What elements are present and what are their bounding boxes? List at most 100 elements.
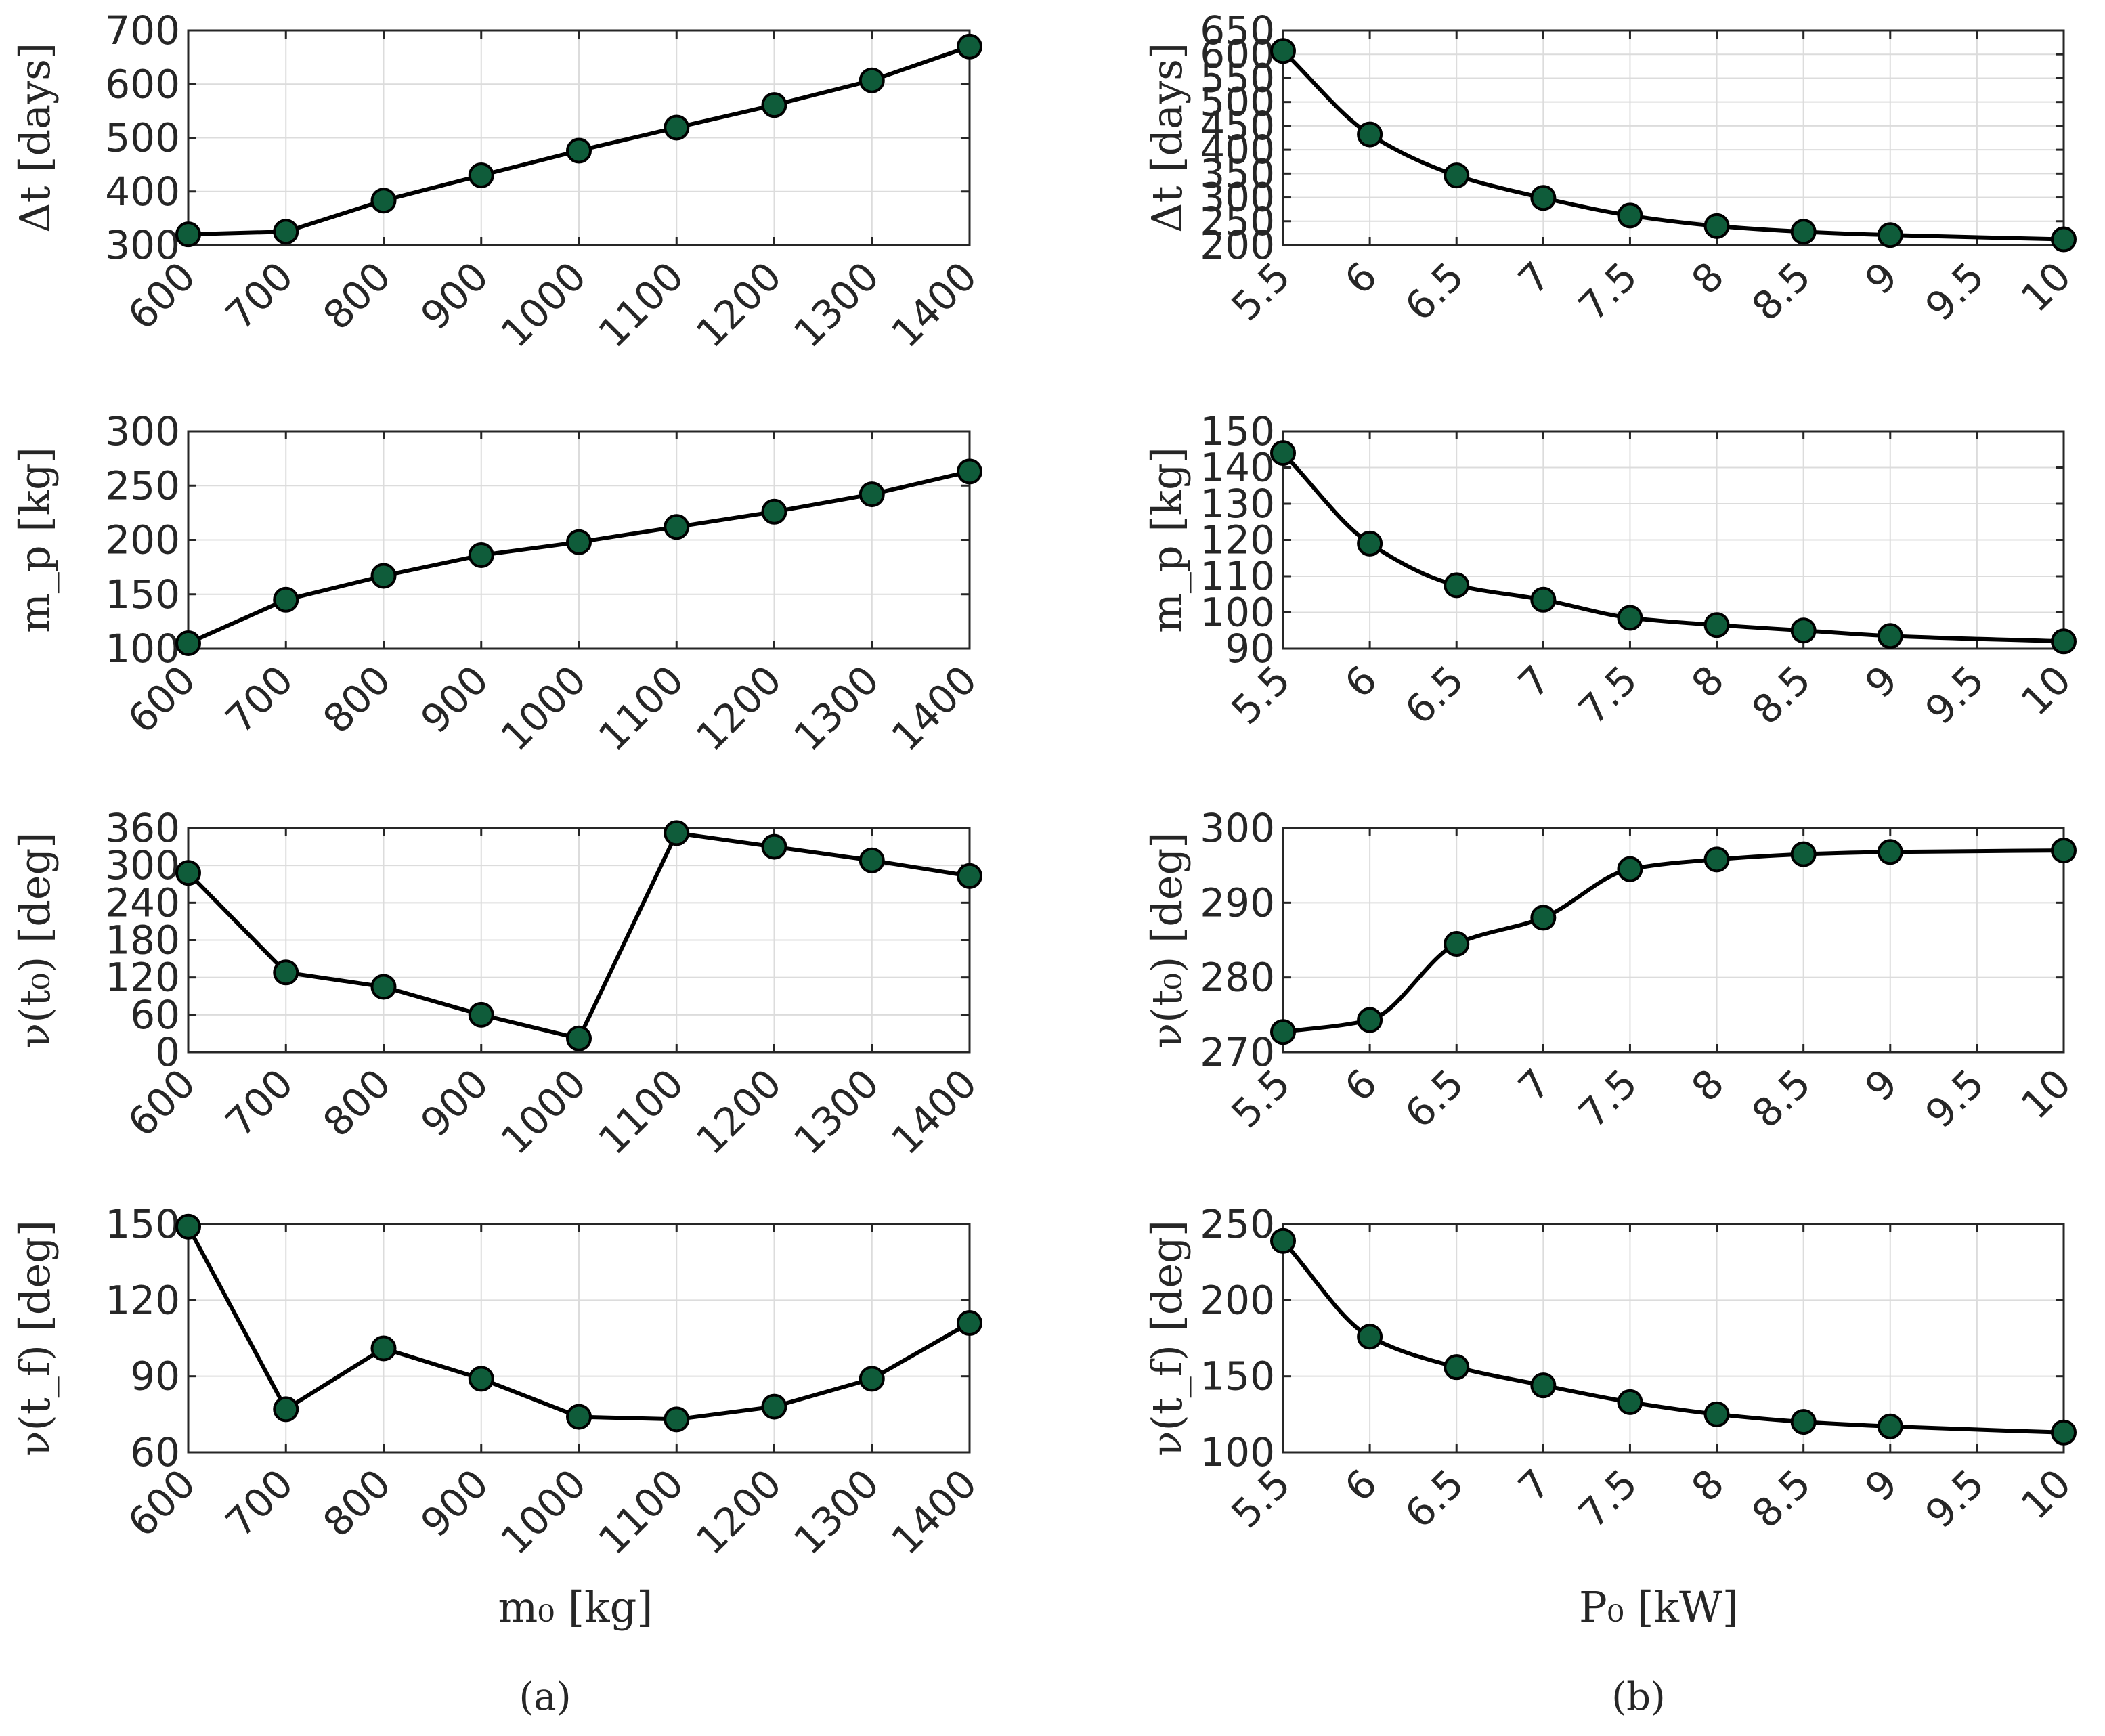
x-tick-label: 1200 [687, 1060, 790, 1163]
data-point [1703, 1401, 1730, 1427]
data-point [273, 586, 299, 613]
x-tick-label: 1400 [882, 1460, 985, 1563]
x-tick-label: 1100 [590, 657, 693, 760]
data-point [761, 498, 787, 525]
axes-box [1282, 1223, 2065, 1454]
x-tick-label: 7.5 [1569, 657, 1646, 733]
data-point [1444, 572, 1470, 599]
x-tick-label: 1300 [785, 1460, 888, 1563]
y-axis-label: ν(t_f) [deg] [10, 1220, 60, 1456]
x-tick-label: 1400 [882, 1060, 985, 1163]
data-point [2051, 838, 2077, 864]
x-tick-label: 8.5 [1743, 1060, 1819, 1137]
y-tick-label: 150 [1200, 1353, 1275, 1399]
data-point [175, 1213, 201, 1240]
x-tick-label: 900 [412, 253, 497, 339]
chart-b4: 5.5 6 6.5 7 7.5 8 8.5 9 9.5 10100150200250ν(t_f) … [1142, 1201, 2080, 1537]
x-tick-label: 900 [412, 1460, 497, 1546]
y-tick-label: 280 [1200, 955, 1275, 1001]
data-point [468, 162, 494, 188]
xlabel-column-a: m₀ [kg] [498, 1582, 653, 1632]
data-point [1270, 440, 1296, 466]
x-tick-label: 8.5 [1743, 1460, 1819, 1537]
x-tick-label: 8 [1683, 1460, 1733, 1511]
data-point [175, 221, 201, 248]
y-tick-label: 400 [105, 169, 180, 215]
x-tick-label: 9 [1856, 657, 1906, 707]
y-tick-label: 450 [1200, 103, 1275, 149]
chart-a3: 600 700 800 9001000110012001300140006012018… [10, 805, 986, 1163]
y-tick-label: 60 [130, 1429, 180, 1475]
data-point [1444, 162, 1470, 189]
data-point [1357, 530, 1383, 557]
x-tick-label: 9.5 [1916, 1460, 1993, 1537]
data-point [1530, 1372, 1557, 1399]
y-axis-label: ν(t₀) [deg] [10, 832, 60, 1049]
x-tick-label: 8.5 [1743, 253, 1819, 330]
x-tick-label: 7.5 [1569, 1460, 1646, 1537]
x-tick-label: 7.5 [1569, 253, 1646, 330]
x-tick-label: 1300 [785, 253, 888, 356]
x-tick-label: 10 [2012, 657, 2080, 724]
x-tick-label: 800 [314, 253, 399, 339]
y-tick-label: 650 [1200, 7, 1275, 53]
data-point [370, 1335, 397, 1362]
x-tick-label: 6 [1336, 1060, 1386, 1110]
x-tick-label: 8 [1683, 1060, 1733, 1110]
chart-panels: 600 700 800 9001000110012001300140030040050… [10, 7, 2080, 1563]
data-point [859, 847, 885, 873]
x-tick-label: 6 [1336, 657, 1386, 707]
x-tick-label: 10 [2012, 1460, 2080, 1528]
y-tick-label: 550 [1200, 55, 1275, 101]
data-point [859, 1366, 885, 1392]
chart-b2: 5.5 6 6.5 7 7.5 8 8.5 9 9.5 109010011012013014015… [1142, 408, 2080, 733]
x-tick-label: 1300 [785, 1060, 888, 1163]
x-tick-label: 9.5 [1916, 657, 1993, 733]
x-tick-label: 7 [1509, 253, 1559, 303]
x-tick-label: 1400 [882, 657, 985, 760]
y-tick-label: 200 [105, 517, 180, 563]
y-tick-label: 60 [130, 992, 180, 1038]
x-tick-label: 6 [1336, 253, 1386, 303]
x-tick-label: 6.5 [1396, 657, 1473, 733]
data-point [1357, 1007, 1383, 1033]
data-point [468, 1001, 494, 1028]
y-tick-label: 120 [1200, 517, 1275, 563]
y-tick-label: 110 [1200, 553, 1275, 599]
data-point [1530, 905, 1557, 931]
data-point [957, 33, 982, 60]
data-point [664, 1406, 690, 1433]
y-tick-label: 150 [105, 1201, 180, 1247]
y-tick-label: 140 [1200, 445, 1275, 491]
data-point [1530, 586, 1557, 613]
x-tick-label: 9 [1856, 1460, 1906, 1511]
x-tick-label: 800 [314, 657, 399, 742]
y-tick-label: 180 [105, 917, 180, 963]
data-point [175, 630, 201, 656]
x-tick-label: 1200 [687, 253, 790, 356]
y-axis-label: ν(t_f) [deg] [1142, 1220, 1192, 1456]
data-point [1790, 841, 1817, 867]
y-tick-label: 200 [1200, 1277, 1275, 1323]
x-tick-label: 9 [1856, 1060, 1906, 1110]
y-tick-label: 250 [105, 462, 180, 508]
data-point [1703, 612, 1730, 638]
x-tick-label: 1100 [590, 253, 693, 356]
data-point [1617, 1389, 1643, 1415]
y-tick-label: 290 [1200, 880, 1275, 926]
data-point [468, 1366, 494, 1392]
y-tick-label: 270 [1200, 1029, 1275, 1075]
x-tick-label: 10 [2012, 1060, 2080, 1128]
x-tick-label: 7 [1509, 657, 1559, 707]
data-point [370, 563, 397, 589]
x-tick-label: 700 [217, 253, 302, 339]
y-tick-label: 90 [1225, 626, 1275, 672]
axes-box [1282, 29, 2065, 246]
y-tick-label: 100 [105, 626, 180, 672]
x-tick-label: 1000 [492, 1060, 594, 1163]
x-tick-label: 9.5 [1916, 253, 1993, 330]
y-tick-label: 360 [105, 805, 180, 851]
y-axis-label: m_p [kg] [10, 447, 60, 633]
data-point [1790, 617, 1817, 644]
